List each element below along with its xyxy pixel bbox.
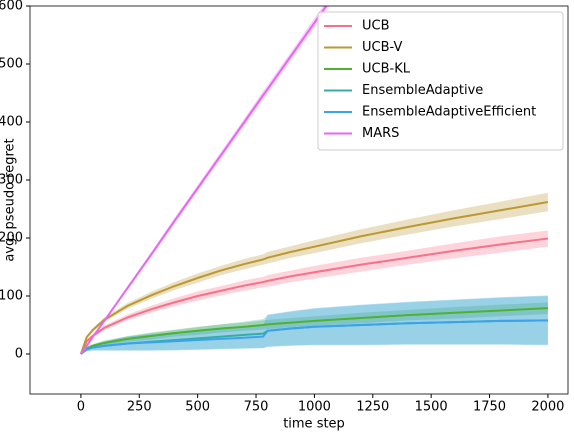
series-line — [80, 307, 548, 355]
legend-label: UCB-KL — [362, 62, 411, 77]
series-line — [79, 237, 549, 355]
y-tick-label: 100 — [0, 288, 23, 303]
x-axis-label: time step — [283, 417, 345, 432]
x-tick-label: 1000 — [298, 400, 331, 415]
x-tick-label: 1750 — [473, 400, 506, 415]
y-tick-label: 0 — [15, 346, 23, 361]
x-tick-label: 750 — [244, 400, 269, 415]
y-tick-label: 400 — [0, 114, 23, 129]
y-tick-label: 300 — [0, 172, 23, 187]
plot-frame — [29, 5, 569, 395]
x-tick-label: 1500 — [415, 400, 448, 415]
y-tick-label: 600 — [0, 0, 23, 14]
confidence-band — [80, 230, 548, 354]
confidence-band — [80, 192, 548, 354]
x-tick-label: 1250 — [356, 400, 389, 415]
y-tick-label: 200 — [0, 230, 23, 245]
x-tick-label: 250 — [127, 400, 152, 415]
confidence-band — [80, 295, 548, 354]
legend-label: MARS — [362, 126, 399, 141]
x-tick-label: 500 — [185, 400, 210, 415]
y-tick-label: 500 — [0, 56, 23, 71]
legend-label: UCB-V — [362, 40, 402, 55]
series-line — [80, 6, 328, 355]
x-tick-label: 0 — [77, 400, 85, 415]
series-line — [80, 319, 548, 355]
x-tick-label: 2000 — [531, 400, 564, 415]
y-axis-label: avg. pseudo regret — [3, 138, 18, 261]
confidence-band — [80, 302, 548, 354]
legend-box — [317, 11, 564, 151]
plot-area — [79, 6, 549, 355]
legend-label: UCB — [362, 19, 390, 34]
legend-label: EnsembleAdaptive — [362, 83, 483, 98]
legend-label: EnsembleAdaptiveEfficient — [362, 105, 536, 120]
